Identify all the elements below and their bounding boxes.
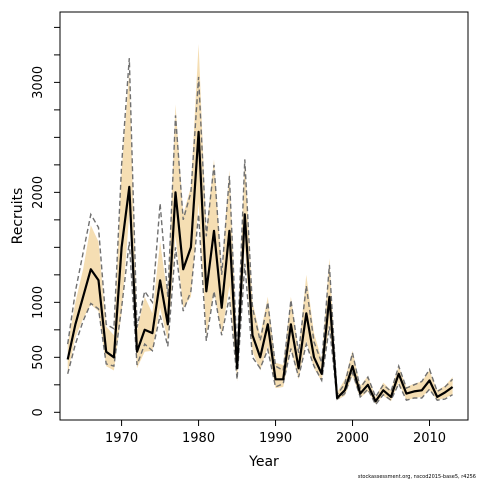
x-axis-title: Year: [248, 454, 279, 470]
x-tick-label: 2000: [336, 431, 369, 446]
lower-bound-line: [67, 214, 453, 406]
y-tick-label: 2000: [31, 176, 46, 209]
y-axis-title: Recruits: [10, 188, 26, 245]
y-tick-label: 1000: [31, 286, 46, 319]
recruits-series-line: [66, 130, 454, 403]
plot-frame: [59, 11, 469, 421]
footer-credit: stockassessment.org, nscod2015-base5, r4…: [358, 474, 476, 480]
band-area: [67, 43, 453, 404]
y-tick-label: 0: [31, 408, 46, 416]
x-tick-label: 1990: [259, 431, 292, 446]
x-tick-label: 2010: [413, 431, 446, 446]
x-tick-label: 1970: [105, 431, 138, 446]
x-tick-label: 1980: [182, 431, 215, 446]
bound-lines: [67, 58, 454, 406]
upper-bound-line: [67, 58, 454, 399]
y-tick-label: 500: [31, 345, 46, 370]
y-axis: 0 500 1000 2000 3000: [31, 26, 60, 416]
x-axis: 1970 1980 1990 2000 2010: [105, 420, 446, 446]
estimate-line: [66, 130, 454, 403]
confidence-band: [67, 43, 453, 404]
y-tick-label: 3000: [31, 66, 46, 99]
